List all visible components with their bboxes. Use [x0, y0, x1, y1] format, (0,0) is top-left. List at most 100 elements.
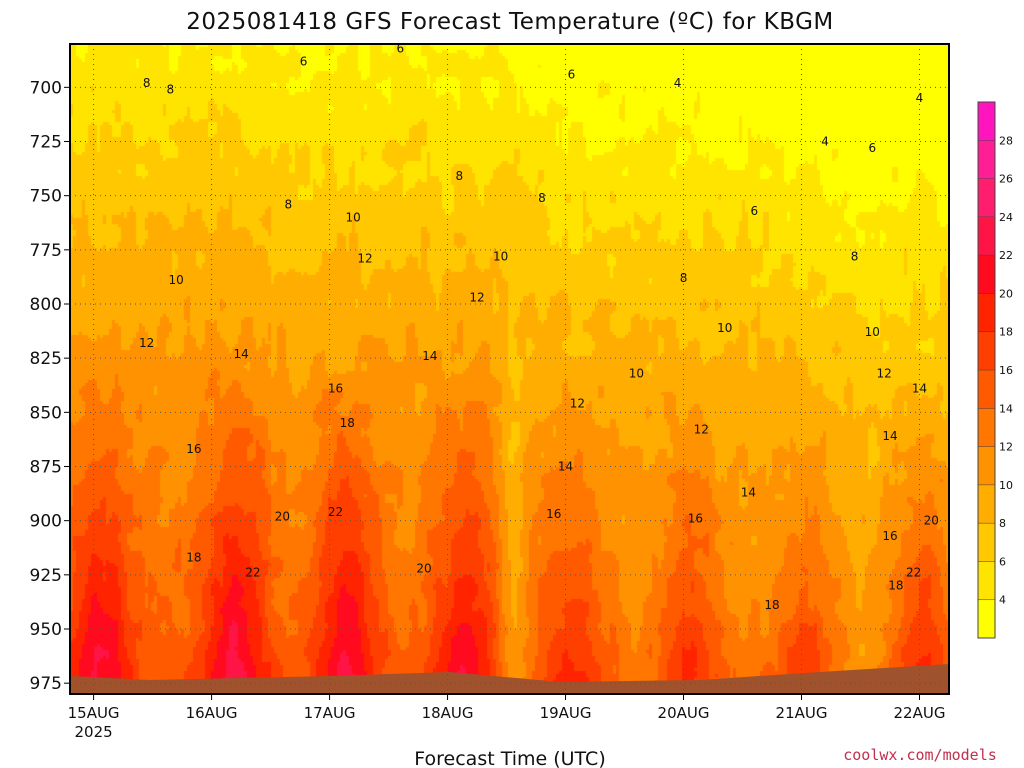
y-tick-label: 800	[30, 295, 62, 315]
contour-label: 20	[416, 561, 431, 575]
contour-label: 8	[680, 271, 688, 285]
x-tick-label: 17AUG	[304, 704, 356, 722]
contour-label: 6	[751, 204, 759, 218]
colorbar-label: 16	[999, 364, 1013, 377]
contour-label: 8	[166, 83, 174, 97]
contour-label: 14	[741, 486, 756, 500]
colorbar-swatch	[978, 484, 995, 524]
y-tick-label: 825	[30, 349, 62, 369]
contour-label: 10	[717, 321, 732, 335]
contour-label: 18	[764, 598, 779, 612]
y-tick-label: 775	[30, 241, 62, 261]
colorbar-swatch	[978, 599, 995, 639]
colorbar-label: 26	[999, 173, 1013, 186]
colorbar-label: 28	[999, 134, 1013, 147]
x-year-label: 2025	[75, 723, 113, 741]
x-tick-label: 15AUG	[68, 704, 120, 722]
contour-label: 16	[546, 507, 561, 521]
x-tick-label: 16AUG	[186, 704, 238, 722]
contour-label: 12	[876, 366, 891, 380]
contour-label: 18	[186, 551, 201, 565]
contour-label: 12	[139, 336, 154, 350]
x-axis: 15AUG 16AUG 17AUG 18AUG 19AUG 20AUG 21AUG 22AUG…	[68, 694, 946, 741]
y-tick-label: 875	[30, 458, 62, 478]
colorbar-label: 4	[999, 594, 1006, 607]
contour-label: 16	[882, 529, 897, 543]
contour-label: 10	[865, 325, 880, 339]
contour-label: 16	[688, 512, 703, 526]
contour-label: 18	[888, 579, 903, 593]
x-tick-label: 18AUG	[422, 704, 474, 722]
colorbar-label: 14	[999, 402, 1013, 415]
contour-label: 8	[143, 76, 151, 90]
y-tick-label: 700	[30, 78, 62, 98]
contour-label: 6	[568, 67, 576, 81]
contour-label: 14	[233, 347, 248, 361]
contour-label: 20	[924, 514, 939, 528]
colorbar-label: 22	[999, 249, 1013, 262]
contour-label: 22	[906, 566, 921, 580]
colorbar-swatch	[978, 561, 995, 601]
contour-label: 10	[346, 210, 361, 224]
contour-label: 10	[629, 366, 644, 380]
x-tick-label: 20AUG	[658, 704, 710, 722]
contour-label: 10	[493, 249, 508, 263]
contour-label: 22	[328, 505, 343, 519]
colorbar-swatch	[978, 408, 995, 448]
y-tick-label: 975	[30, 674, 62, 694]
colorbar-swatch	[978, 331, 995, 371]
contour-labels: 8 8 6 6 6 4 4 4 6 8 8 8 10 6 8 10 12 10 8 12 10 10 12 14 14 10 12 1…	[139, 41, 939, 612]
contour-label: 6	[300, 54, 308, 68]
colorbar-label: 20	[999, 287, 1013, 300]
contour-label: 16	[186, 442, 201, 456]
plot-frame	[69, 43, 950, 695]
colorbar-swatch	[978, 370, 995, 409]
contour-label: 4	[674, 76, 682, 90]
colorbar-label: 10	[999, 479, 1013, 492]
colorbar-label: 12	[999, 441, 1013, 454]
contour-label: 12	[469, 291, 484, 305]
contour-label: 4	[821, 135, 829, 149]
contour-label: 14	[422, 349, 437, 363]
colorbar-swatch	[978, 102, 995, 141]
contour-label: 20	[275, 509, 290, 523]
plot-area: 8 8 6 6 6 4 4 4 6 8 8 8 10 6 8 10 12 10 8 12 10 10 12 14 14 10 12 1…	[69, 41, 950, 695]
temperature-field	[70, 44, 949, 694]
contour-label: 22	[245, 566, 260, 580]
x-tick-label: 19AUG	[540, 704, 592, 722]
chart-title: 2025081418 GFS Forecast Temperature (ºC)…	[186, 9, 834, 35]
y-axis: 700 725 750 775 800 825 850 875 900 925 950 975	[30, 78, 70, 694]
contour-label: 16	[328, 382, 343, 396]
contour-label: 6	[397, 41, 405, 55]
colorbar-swatch	[978, 293, 995, 333]
contour-label: 8	[284, 197, 292, 211]
credit-text: coolwx.com/models	[843, 746, 997, 764]
y-tick-label: 850	[30, 403, 62, 423]
contour-label: 4	[916, 91, 924, 105]
y-tick-label: 950	[30, 620, 62, 640]
y-tick-label: 925	[30, 566, 62, 586]
colorbar-swatch	[978, 178, 995, 218]
y-tick-label: 900	[30, 512, 62, 532]
colorbar-legend: 4 6 8 10 12 14 16 18 20 22 24 26 28	[977, 101, 1013, 639]
colorbar-label: 18	[999, 326, 1013, 339]
contour-label: 12	[357, 252, 372, 266]
contour-label: 14	[558, 460, 573, 474]
colorbar-swatch	[978, 523, 995, 562]
x-tick-label: 22AUG	[894, 704, 946, 722]
contour-label: 8	[456, 169, 464, 183]
contour-label: 8	[851, 249, 859, 263]
contour-label: 18	[340, 416, 355, 430]
colorbar-label: 6	[999, 555, 1006, 568]
x-axis-label: Forecast Time (UTC)	[414, 748, 605, 768]
colorbar-label: 8	[999, 517, 1006, 530]
y-tick-label: 750	[30, 187, 62, 207]
x-tick-label: 21AUG	[776, 704, 828, 722]
contour-label: 12	[694, 423, 709, 437]
contour-label: 12	[570, 397, 585, 411]
colorbar-swatch	[978, 255, 995, 294]
y-tick-label: 725	[30, 133, 62, 153]
contour-label: 10	[169, 273, 184, 287]
ground-terrain	[70, 664, 949, 694]
